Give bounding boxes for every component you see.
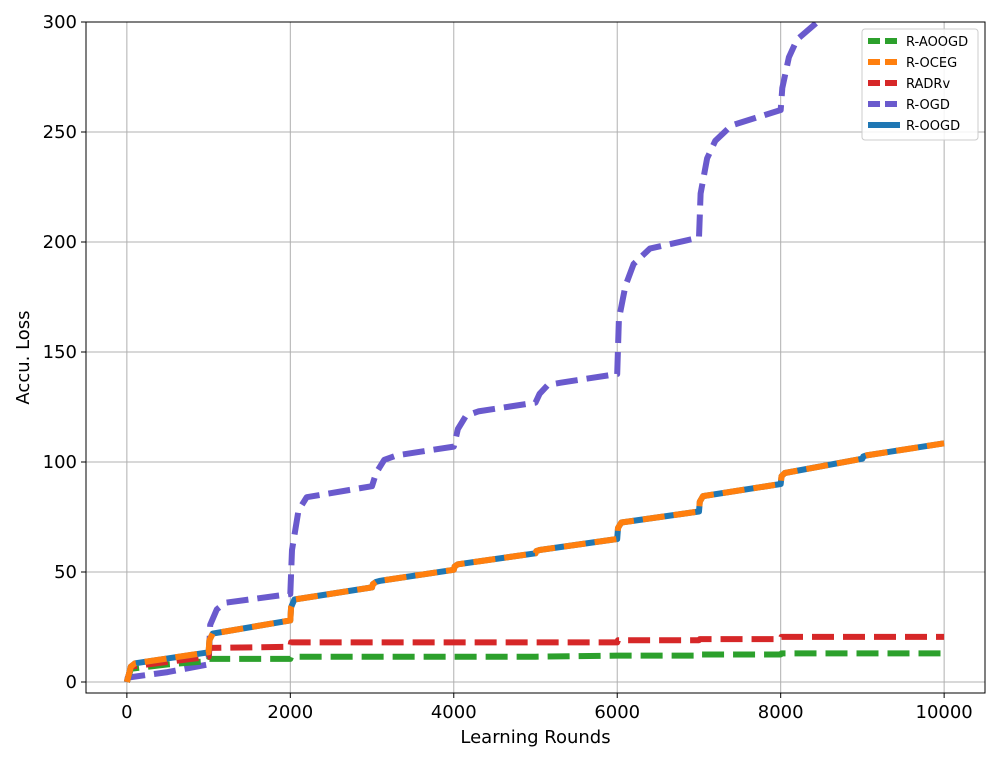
y-tick-label: 250 — [43, 122, 77, 143]
y-tick-label: 100 — [43, 452, 77, 473]
y-tick-label: 200 — [43, 232, 77, 253]
x-axis-label: Learning Rounds — [460, 727, 610, 748]
y-tick-label: 150 — [43, 342, 77, 363]
legend-label: RADRv — [906, 77, 950, 92]
series-line-r-ogd — [123, 22, 820, 683]
x-tick-label: 4000 — [431, 702, 477, 723]
series-lines — [123, 22, 945, 683]
legend-label: R-OGD — [906, 98, 950, 113]
series-line-r-oceg — [123, 440, 945, 683]
x-tick-label: 6000 — [594, 702, 640, 723]
x-tick-label: 8000 — [758, 702, 804, 723]
legend-label: R-AOOGD — [906, 35, 968, 50]
y-axis-label: Accu. Loss — [13, 310, 34, 404]
series-line-r-aoogd — [124, 650, 945, 683]
legend-label: R-OCEG — [906, 56, 957, 71]
y-tick-label: 50 — [54, 562, 77, 583]
plot-area-frame — [85, 21, 986, 694]
axis-ticks: 0 2000 4000 6000 8000 10000 0 50 100 150 200 250 300 — [43, 12, 973, 723]
y-tick-label: 300 — [43, 12, 77, 33]
x-tick-label: 2000 — [267, 702, 313, 723]
x-tick-label: 0 — [121, 702, 132, 723]
grid — [86, 21, 985, 693]
legend: R-AOOGD R-OCEG RADRv R-OGD R-OOGD — [861, 28, 979, 141]
x-tick-label: 10000 — [916, 702, 973, 723]
legend-box — [861, 28, 979, 141]
y-tick-label: 0 — [66, 672, 77, 693]
legend-label: R-OOGD — [906, 119, 960, 134]
